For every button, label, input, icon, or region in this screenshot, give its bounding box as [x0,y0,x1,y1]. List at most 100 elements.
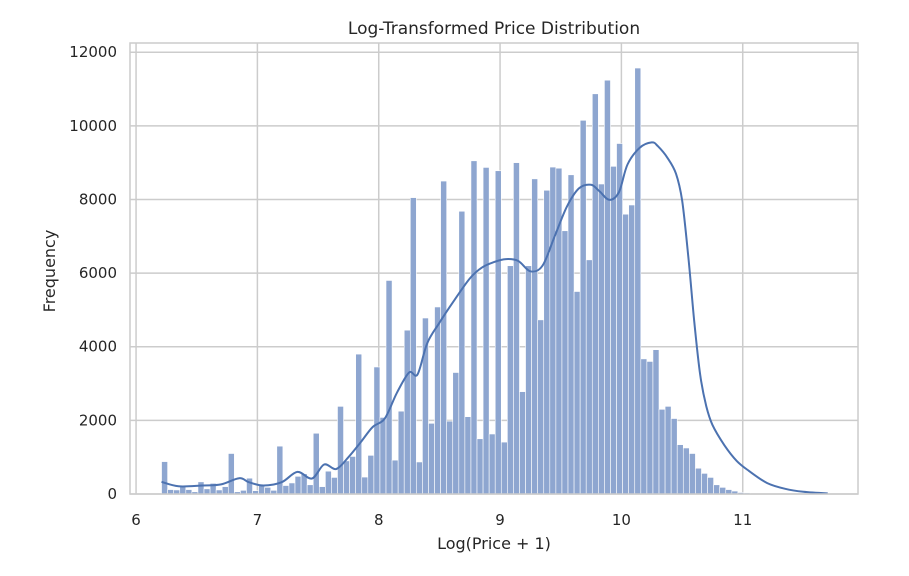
histogram-bar [628,204,636,495]
plot-frame [129,42,859,495]
chart-title: Log-Transformed Price Distribution [348,19,640,39]
histogram-bar [604,79,611,495]
x-tick-label: 10 [612,511,631,529]
y-tick-label: 12000 [69,43,117,61]
histogram-bar [646,361,654,495]
histogram-bar [446,420,454,495]
histogram-bar [294,476,302,495]
histogram-bar [598,183,605,495]
histogram-bar [543,189,551,495]
y-tick-label: 10000 [69,117,117,135]
histogram-bar [276,445,284,495]
histogram-bar [312,432,320,495]
histogram-bar [531,178,538,495]
histogram-bar [391,459,399,495]
histogram-bar [519,391,526,495]
histogram-bar [264,487,272,495]
histogram-bar [318,486,326,495]
histogram-bar [452,372,460,495]
histogram-bar [537,319,545,495]
histogram-bar [549,166,557,495]
histogram-bar [476,438,484,495]
y-tick-label: 0 [107,485,117,503]
histogram-bar [458,210,466,495]
x-tick-label: 6 [131,511,141,529]
histogram-bar [288,482,296,495]
y-tick-labels: 0 2000 4000 6000 8000 10000 12000 [69,43,117,503]
histogram-bar [470,160,478,495]
kde-curve [161,141,828,495]
histogram-bar [355,353,363,495]
histogram-bar [361,476,369,495]
x-tick-label: 9 [495,511,505,529]
histogram-bar [197,481,205,495]
histogram-bar [227,453,235,495]
x-tick-label: 8 [374,511,384,529]
histogram-bar [561,230,569,495]
histogram-bar [221,486,229,495]
histogram-bar [464,416,472,495]
histogram-bar [682,447,690,495]
histogram-bar [203,488,211,495]
histogram-bar [482,167,490,495]
histogram-bar [409,197,417,495]
histogram-bar [513,162,520,495]
histogram-bar [494,170,502,495]
histogram-bar [622,213,629,495]
histogram-bar [331,477,338,495]
x-axis-label: Log(Price + 1) [437,534,551,553]
histogram-bar [500,441,508,495]
histogram-bar [488,433,496,495]
grid-lines [130,43,858,495]
histogram-bar [676,444,684,495]
histogram-bar [428,423,435,495]
histogram-bar [525,265,532,495]
x-tick-label: 11 [733,511,752,529]
histogram-bar [179,486,187,495]
histogram-bar [640,358,648,495]
histogram-bar [695,467,702,495]
y-tick-label: 4000 [79,338,117,356]
histogram-bars [161,67,751,495]
histogram-bar [689,453,696,495]
histogram-bar [719,487,727,495]
histogram-bar [397,410,405,495]
histogram-bar [385,280,393,495]
histogram-bar [325,470,332,495]
histogram-bar [416,461,423,495]
histogram-bar [701,473,708,495]
histogram-bar [707,477,714,495]
histogram-bar [306,484,314,495]
histogram-bar [585,259,593,495]
x-tick-labels: 6 7 8 9 10 11 [131,511,752,529]
histogram-bar [670,418,678,495]
histogram-bar [591,93,599,495]
histogram-bar [634,67,642,495]
x-tick-label: 7 [253,511,263,529]
histogram-bar [373,366,381,495]
histogram-bar [440,180,447,495]
histogram-bar [349,456,356,495]
histogram-bar [434,306,441,495]
histogram-bar [337,406,344,495]
histogram-bar [610,166,617,495]
histogram-bar [403,329,411,495]
histogram-bar [658,409,666,495]
histogram-bar [343,460,350,495]
histogram-bar [555,167,563,495]
histogram-bar [367,455,375,495]
histogram-bar [379,417,387,495]
histogram-bar [664,406,672,495]
y-tick-label: 6000 [79,264,117,282]
histogram-bar [567,174,575,495]
histogram-bar [507,265,514,495]
histogram-bar [652,349,660,495]
histogram-bar [713,484,720,495]
y-tick-label: 2000 [79,411,117,429]
histogram-bar [282,485,290,495]
histogram-bar [161,461,168,495]
y-axis-label: Frequency [40,230,59,313]
y-tick-label: 8000 [79,190,117,208]
